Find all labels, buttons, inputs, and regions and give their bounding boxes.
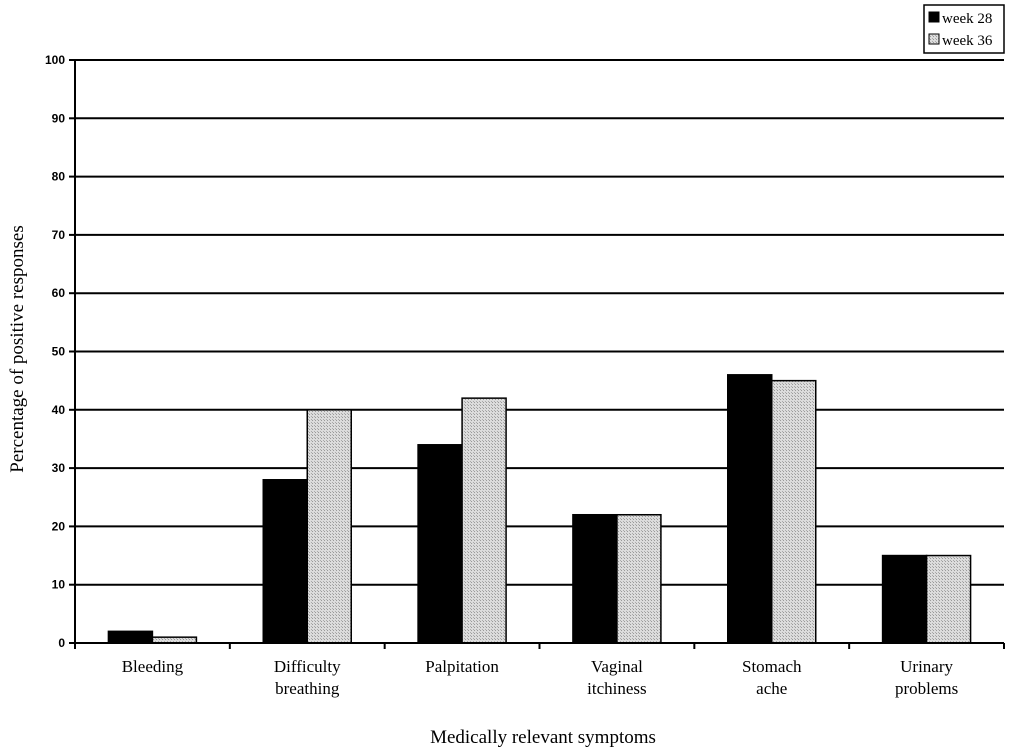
- bar-week-28: [417, 444, 463, 644]
- y-tick-label: 60: [52, 286, 66, 300]
- y-tick-label: 40: [52, 403, 66, 417]
- gridlines: [75, 59, 1004, 586]
- x-category-label-line: Urinary: [900, 657, 953, 676]
- bar-week-28: [727, 374, 773, 644]
- x-category-label-line: Bleeding: [122, 657, 184, 676]
- x-category-label: Urinary problems: [895, 657, 958, 698]
- bar-week-36: [306, 409, 352, 644]
- bar-week-36: [925, 554, 972, 644]
- x-category-label-line: Palpitation: [425, 657, 499, 676]
- axes: [69, 59, 1005, 649]
- bar-week-28: [572, 513, 618, 644]
- legend-label: week 28: [942, 11, 992, 27]
- x-axis-title: Medically relevant symptoms: [430, 727, 656, 748]
- y-tick-label: 80: [52, 170, 66, 184]
- legend: week 28 week 36: [923, 4, 1005, 54]
- x-category-label-line: itchiness: [587, 679, 647, 698]
- y-tick-label: 10: [52, 578, 66, 592]
- legend-label: week 36: [942, 33, 993, 49]
- bars: [107, 374, 972, 644]
- y-tick-label: 50: [52, 345, 66, 359]
- y-tick-label: 70: [52, 228, 66, 242]
- x-category-label-line: problems: [895, 679, 958, 698]
- bar-week-36: [771, 379, 817, 644]
- y-tick-label: 90: [52, 111, 66, 125]
- bar-week-28: [262, 479, 308, 644]
- y-tick-label: 30: [52, 461, 66, 475]
- y-tick-label: 100: [45, 53, 65, 67]
- x-category-label: Difficulty breathing: [274, 657, 341, 698]
- x-category-label-line: Vaginal: [591, 657, 643, 676]
- x-category-label-line: Stomach: [742, 657, 802, 676]
- legend-swatch: [928, 11, 940, 23]
- labels: 0 10 20 30 40 50 60 70 80 90 100 Bleeding Difficulty…: [45, 53, 958, 698]
- x-category-label-line: ache: [756, 679, 787, 698]
- x-category-label: Stomach ache: [742, 657, 802, 698]
- x-category-label-line: Difficulty: [274, 657, 341, 676]
- bar-week-28: [881, 554, 928, 644]
- bar-week-36: [461, 397, 507, 644]
- y-tick-label: 0: [58, 636, 65, 650]
- x-category-label: Bleeding: [122, 657, 184, 676]
- y-axis-title: Percentage of positive responses: [7, 225, 28, 472]
- x-category-label: Vaginal itchiness: [587, 657, 647, 698]
- bar-week-28: [107, 630, 154, 644]
- x-category-label-line: breathing: [275, 679, 340, 698]
- y-tick-label: 20: [52, 519, 66, 533]
- legend-swatch: [928, 33, 940, 45]
- x-category-label: Palpitation: [425, 657, 499, 676]
- bar-week-36: [616, 513, 662, 644]
